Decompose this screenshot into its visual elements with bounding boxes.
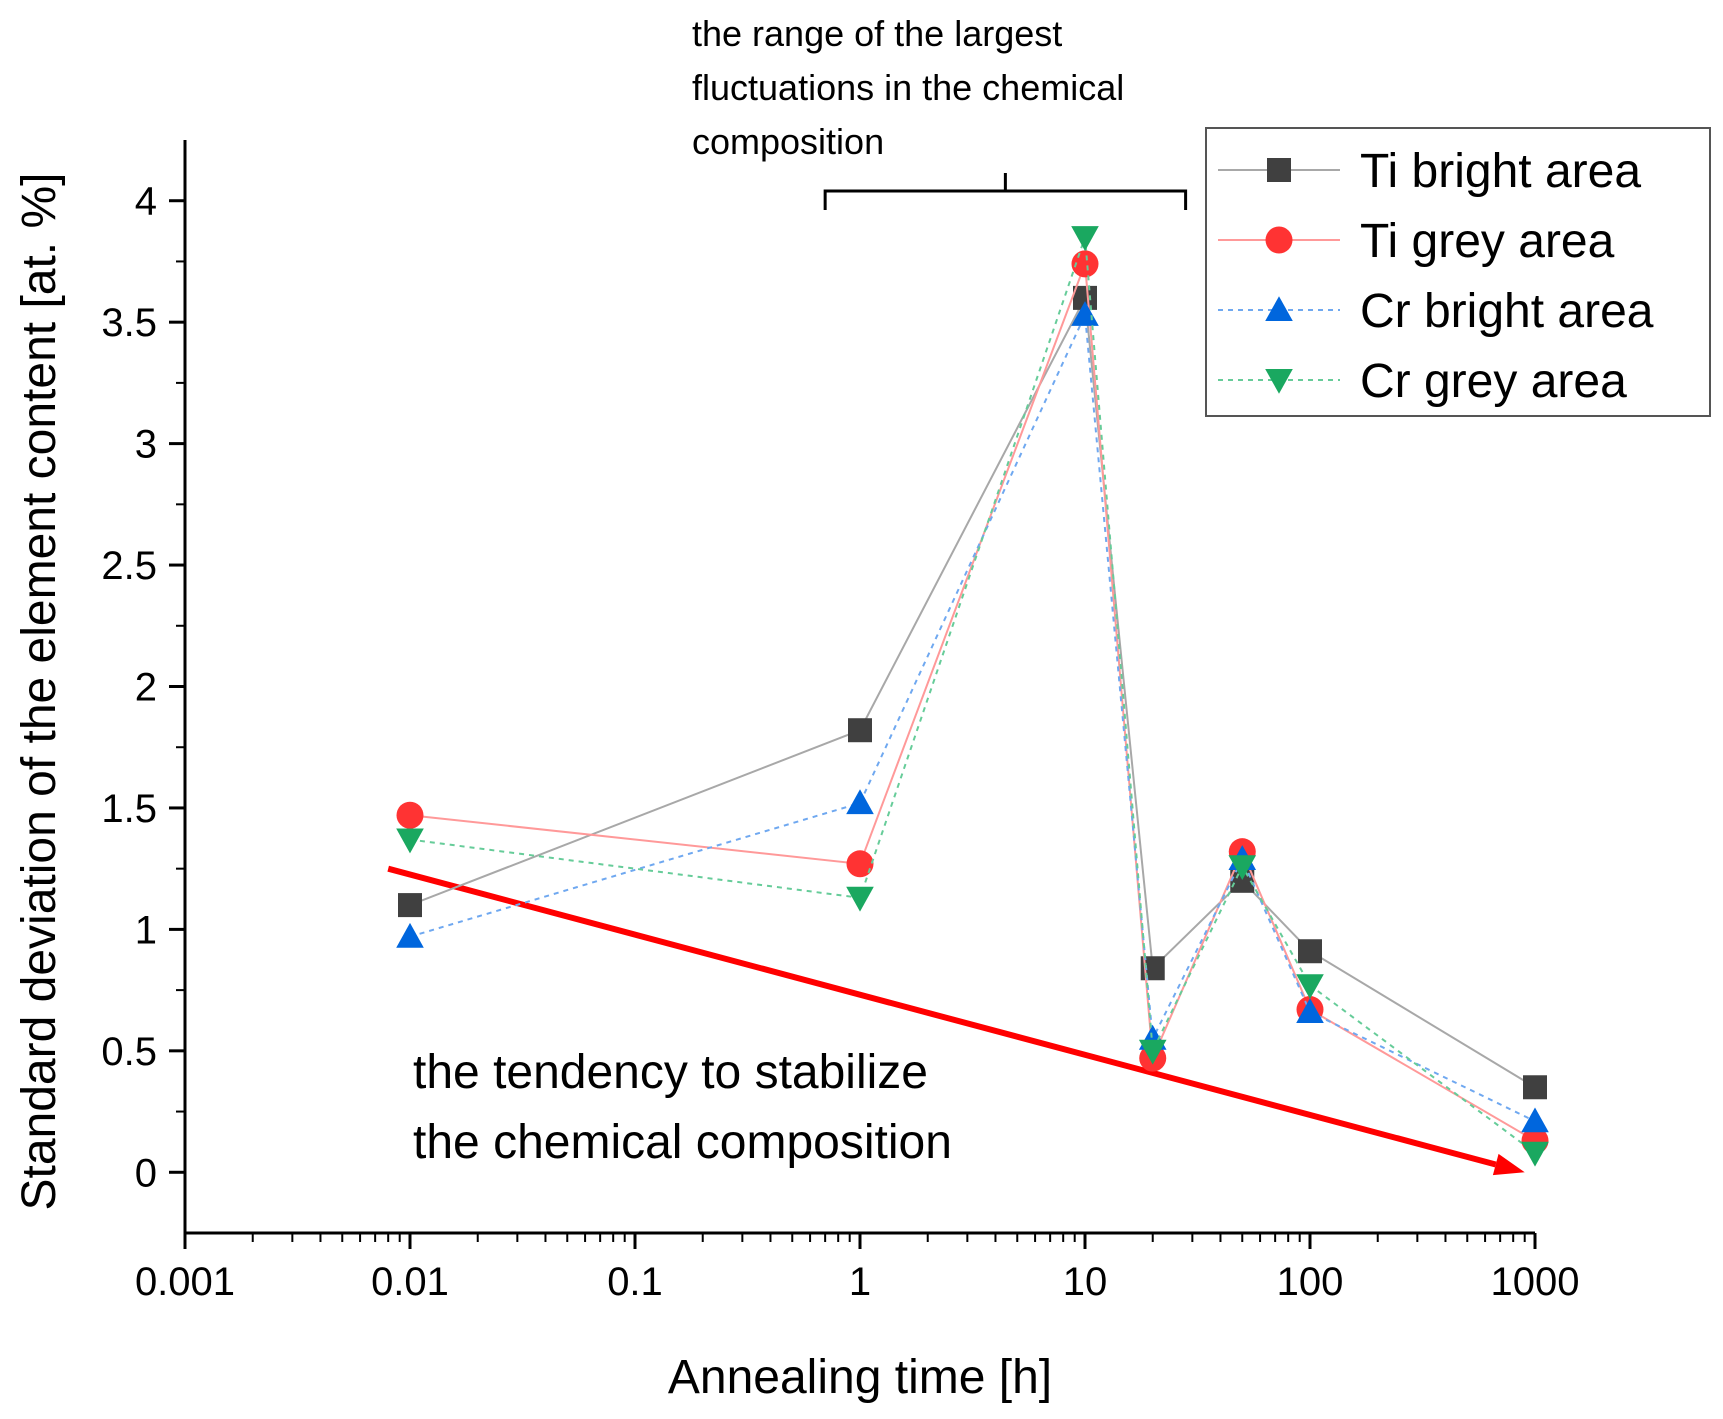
y-tick-label: 4 — [135, 180, 157, 224]
data-point — [396, 801, 424, 829]
data-point — [1296, 998, 1324, 1024]
data-point — [848, 718, 872, 743]
legend-label: Cr bright area — [1360, 285, 1654, 338]
data-point — [1138, 1039, 1167, 1065]
legend: Ti bright area Ti grey area Cr bright area… — [1205, 127, 1711, 417]
legend-label: Ti bright area — [1360, 145, 1641, 198]
y-tick-label: 3 — [135, 423, 157, 467]
x-tick-label: 10 — [1063, 1260, 1108, 1304]
series-cr-bright-area — [396, 301, 1549, 1133]
bracket-annotation-line: fluctuations in the chemical — [692, 67, 1124, 108]
bracket-annotation-line: composition — [692, 121, 884, 162]
y-tick-label: 2.5 — [101, 544, 157, 588]
range-bracket — [823, 173, 1188, 210]
data-point — [1071, 226, 1099, 251]
x-tick-label: 100 — [1277, 1260, 1344, 1304]
x-axis-title: Annealing time [h] — [668, 1351, 1052, 1404]
data-point — [1521, 1141, 1549, 1167]
data-point — [1298, 939, 1322, 964]
legend-marker — [1267, 158, 1291, 182]
trend-annotation-line: the chemical composition — [413, 1116, 952, 1169]
y-tick-label: 0.5 — [101, 1030, 157, 1074]
y-tick-label: 0 — [135, 1151, 157, 1195]
data-point — [846, 886, 874, 912]
data-point — [398, 893, 422, 918]
series-cr-grey-area — [396, 226, 1549, 1167]
x-tick-label: 1 — [849, 1260, 871, 1304]
series-layer — [396, 226, 1549, 1167]
trend-arrow-head — [1492, 1153, 1525, 1176]
data-point — [1228, 855, 1257, 881]
series-ti-bright-area — [398, 285, 1547, 1100]
legend-marker — [1265, 296, 1293, 322]
data-point — [846, 789, 874, 815]
y-tick-label: 3.5 — [101, 301, 157, 345]
trend-arrow-line — [387, 865, 1497, 1168]
y-axis-title: Standard deviation of the element conten… — [13, 173, 66, 1211]
data-point — [396, 922, 424, 948]
y-axis-ticks: 0 0.5 1 1.5 2 2.5 3 3.5 4 — [101, 180, 185, 1195]
y-tick-label: 1 — [135, 908, 157, 952]
annotations: the range of the largest fluctuations in … — [387, 13, 1525, 1176]
x-tick-label: 1000 — [1491, 1260, 1580, 1304]
data-point — [846, 850, 874, 878]
data-point — [1523, 1075, 1547, 1100]
data-point — [396, 828, 424, 854]
x-tick-label: 0.001 — [135, 1260, 235, 1304]
trend-annotation-line: the tendency to stabilize — [413, 1046, 928, 1099]
x-axis-ticks: 0.001 0.01 0.1 1 10 100 1000 — [135, 1233, 1580, 1304]
y-tick-label: 2 — [135, 666, 157, 710]
y-tick-label: 1.5 — [101, 787, 157, 831]
x-tick-label: 0.01 — [371, 1260, 449, 1304]
series-line — [409, 311, 1536, 1123]
data-point — [1296, 974, 1324, 1000]
legend-marker — [1265, 368, 1293, 394]
legend-marker — [1265, 226, 1293, 254]
x-tick-label: 0.1 — [607, 1260, 663, 1304]
legend-label: Cr grey area — [1360, 355, 1627, 408]
data-point — [1521, 1107, 1549, 1133]
legend-label: Ti grey area — [1360, 215, 1615, 268]
bracket-annotation-line: the range of the largest — [692, 13, 1062, 54]
